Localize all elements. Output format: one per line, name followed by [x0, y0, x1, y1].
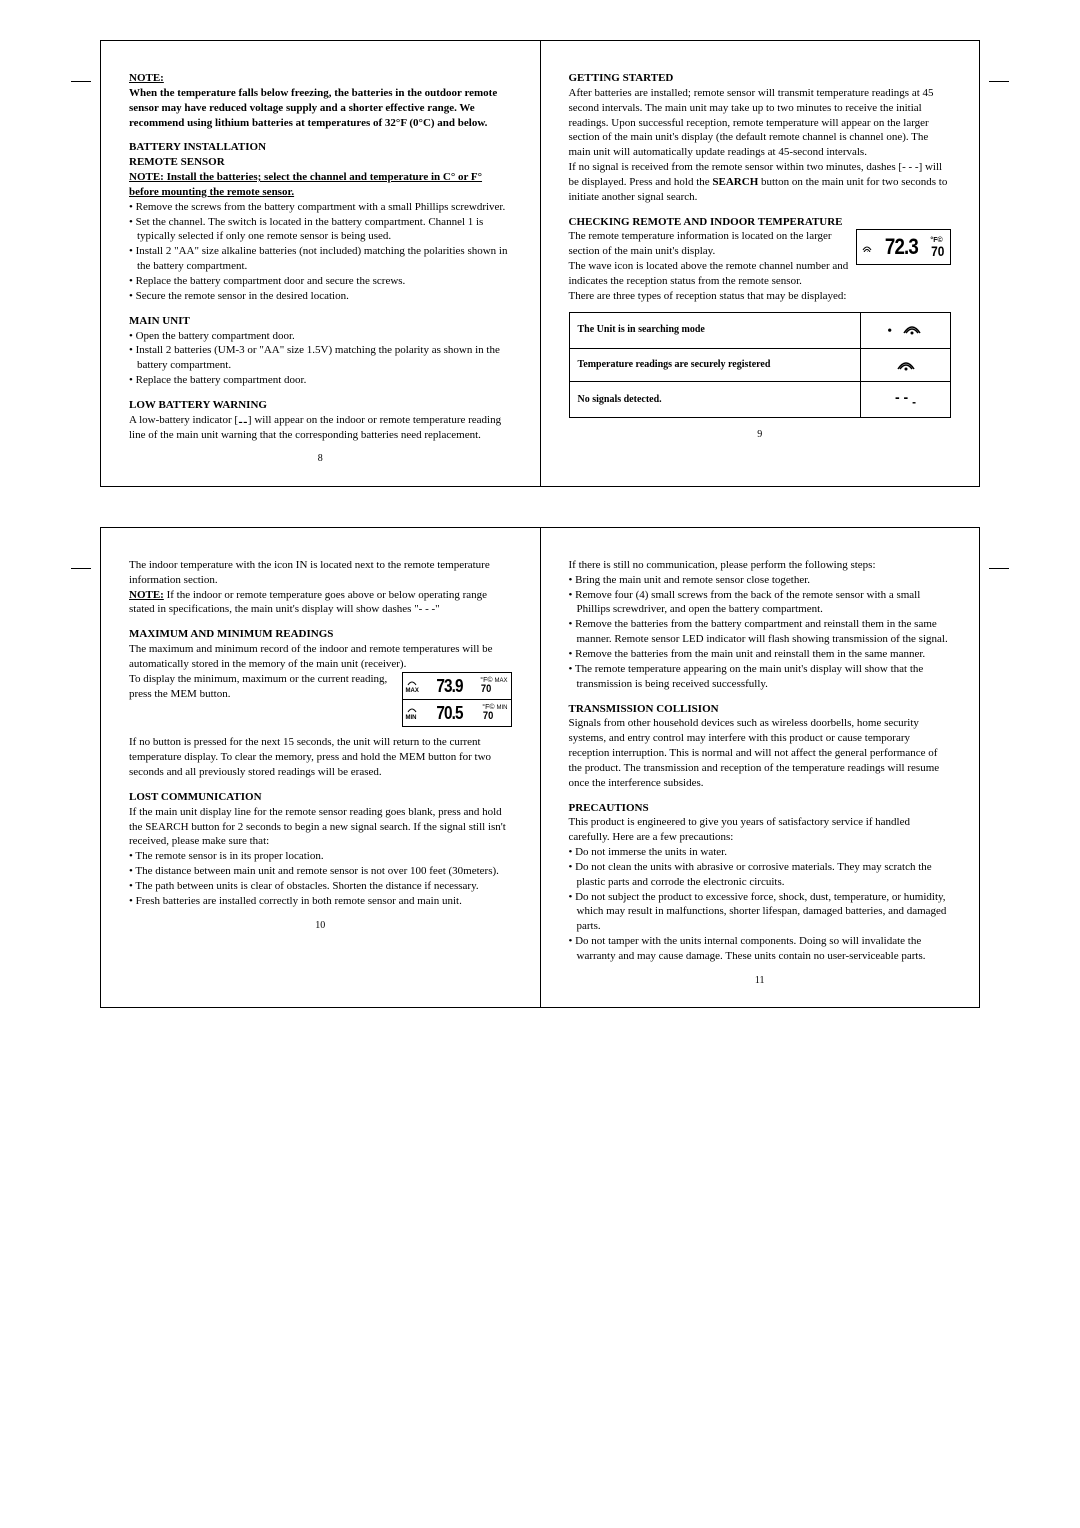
wave-icon: 1 — [861, 242, 873, 252]
list-item: Do not clean the units with abrasive or … — [569, 860, 952, 890]
lcd-big-temp: 72.3 — [885, 232, 918, 262]
note-label: NOTE: — [129, 589, 164, 601]
recovery-steps: Bring the main unit and remote sensor cl… — [569, 573, 952, 692]
list-item: Install 2 "AA" size alkaline batteries (… — [129, 244, 512, 274]
manual-sheet-1: NOTE: When the temperature falls below f… — [100, 40, 980, 487]
page-9: GETTING STARTED After batteries are inst… — [541, 41, 980, 486]
status-label: No signals detected. — [569, 382, 861, 418]
precautions-heading: PRECAUTIONS — [569, 801, 952, 816]
precautions-steps: Do not immerse the units in water. Do no… — [569, 845, 952, 964]
list-item: Remove four (4) small screws from the ba… — [569, 588, 952, 618]
list-item: Do not subject the product to excessive … — [569, 890, 952, 935]
table-row: No signals detected. - - - — [569, 382, 951, 418]
lcd-display: 1 72.3 °F© 70 — [856, 229, 951, 265]
lcd-max-temp: 73.9 — [436, 674, 462, 698]
lost-comm-heading: LOST COMMUNICATION — [129, 790, 512, 805]
lcd-small-temp: 70 — [932, 244, 945, 258]
trans-collision-text: Signals from other household devices suc… — [569, 716, 952, 790]
page-number: 9 — [569, 428, 952, 442]
main-unit-heading: MAIN UNIT — [129, 314, 512, 329]
low-battery-heading: LOW BATTERY WARNING — [129, 398, 512, 413]
page-10: The indoor temperature with the icon IN … — [101, 528, 541, 1007]
list-item: The distance between main unit and remot… — [129, 864, 512, 879]
note-install: NOTE: Install the batteries; select the … — [129, 170, 512, 200]
page-number: 10 — [129, 919, 512, 933]
mm-text-3: If no button is pressed for the next 15 … — [129, 735, 512, 780]
note-label: NOTE: — [129, 72, 164, 84]
search-mode-icon: • — [861, 312, 951, 348]
status-label: The Unit is in searching mode — [569, 312, 861, 348]
note-text: When the temperature falls below freezin… — [129, 87, 497, 129]
list-item: Secure the remote sensor in the desired … — [129, 289, 512, 304]
list-item: Set the channel. The switch is located i… — [129, 215, 512, 245]
page-11: If there is still no communication, plea… — [541, 528, 980, 1007]
getting-started-text: After batteries are installed; remote se… — [569, 86, 952, 160]
page-number: 11 — [569, 974, 952, 988]
mem-lcd-display: MAX 73.9 °F© MAX70 MIN 70.5 °F© MIN70 — [402, 672, 512, 728]
page-number: 8 — [129, 452, 512, 466]
list-item: Install 2 batteries (UM-3 or "AA" size 1… — [129, 343, 512, 373]
list-item: Do not immerse the units in water. — [569, 845, 952, 860]
intro-text: If there is still no communication, plea… — [569, 558, 952, 573]
list-item: The path between units is clear of obsta… — [129, 879, 512, 894]
table-row: The Unit is in searching mode • — [569, 312, 951, 348]
checking-remote-heading: CHECKING REMOTE AND INDOOR TEMPERATURE — [569, 215, 952, 230]
list-item: Remove the batteries from the battery co… — [569, 617, 952, 647]
remote-sensor-heading: REMOTE SENSOR — [129, 155, 512, 170]
note-text: If the indoor or remote temperature goes… — [129, 589, 487, 616]
list-item: Do not tamper with the units internal co… — [569, 934, 952, 964]
list-item: Remove the screws from the battery compa… — [129, 200, 512, 215]
list-item: Replace the battery compartment door. — [129, 373, 512, 388]
list-item: Fresh batteries are installed correctly … — [129, 894, 512, 909]
battery-installation-heading: BATTERY INSTALLATION — [129, 140, 512, 155]
page-8: NOTE: When the temperature falls below f… — [101, 41, 541, 486]
list-item: Open the battery compartment door. — [129, 329, 512, 344]
lost-comm-steps: The remote sensor is in its proper locat… — [129, 849, 512, 908]
low-battery-text: A low-battery indicator [⚋] will appear … — [129, 413, 512, 443]
lost-comm-text: If the main unit display line for the re… — [129, 805, 512, 850]
wave-icon — [406, 704, 418, 714]
remote-sensor-steps: Remove the screws from the battery compa… — [129, 200, 512, 304]
cr-text-3: There are three types of reception statu… — [569, 289, 952, 304]
lcd-min-temp: 70.5 — [437, 701, 463, 725]
precautions-intro: This product is engineered to give you y… — [569, 815, 952, 845]
trans-collision-heading: TRANSMISSION COLLISION — [569, 702, 952, 717]
getting-started-heading: GETTING STARTED — [569, 71, 952, 86]
indoor-temp-text: The indoor temperature with the icon IN … — [129, 558, 512, 588]
main-unit-steps: Open the battery compartment door. Insta… — [129, 329, 512, 388]
svg-text:1: 1 — [866, 251, 869, 252]
list-item: The remote temperature appearing on the … — [569, 662, 952, 692]
status-label: Temperature readings are securely regist… — [569, 348, 861, 382]
list-item: The remote sensor is in its proper locat… — [129, 849, 512, 864]
table-row: Temperature readings are securely regist… — [569, 348, 951, 382]
reception-status-table: The Unit is in searching mode • Temperat… — [569, 312, 952, 418]
wave-icon — [406, 677, 418, 687]
registered-icon — [861, 348, 951, 382]
list-item: Bring the main unit and remote sensor cl… — [569, 573, 952, 588]
mm-text-1: The maximum and minimum record of the in… — [129, 642, 512, 672]
no-signal-icon: - - - — [861, 382, 951, 418]
getting-started-text-2: If no signal is received from the remote… — [569, 160, 952, 205]
list-item: Remove the batteries from the main unit … — [569, 647, 952, 662]
manual-sheet-2: The indoor temperature with the icon IN … — [100, 527, 980, 1008]
max-min-heading: MAXIMUM AND MINIMUM READINGS — [129, 627, 512, 642]
list-item: Replace the battery compartment door and… — [129, 274, 512, 289]
